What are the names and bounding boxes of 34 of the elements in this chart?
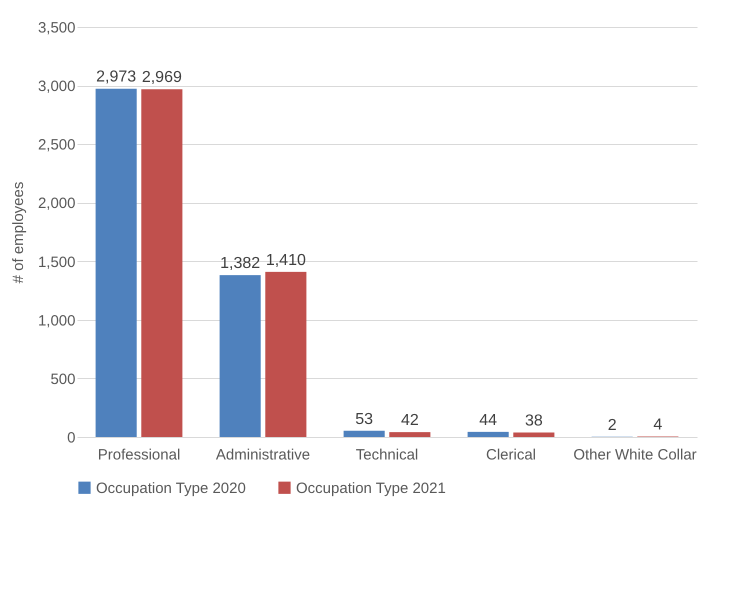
data-label: 42 xyxy=(400,412,419,430)
x-tick-label: Professional xyxy=(98,446,180,464)
y-tick-label: 1,500 xyxy=(38,254,76,271)
data-label: 2,969 xyxy=(142,69,182,86)
bar xyxy=(513,432,554,437)
y-tick-label: 2,500 xyxy=(38,136,76,154)
data-label: 2,973 xyxy=(96,68,136,86)
x-tick-label: Other White Collar xyxy=(573,446,697,464)
data-label: 1,382 xyxy=(220,255,260,272)
legend-label: Occupation Type 2021 xyxy=(296,480,446,497)
bar xyxy=(96,88,137,437)
y-tick-label: 3,500 xyxy=(38,20,76,36)
data-label: 2 xyxy=(608,416,617,434)
x-tick-label: Administrative xyxy=(216,446,310,464)
y-tick-label: 3,000 xyxy=(38,78,76,96)
bar xyxy=(344,430,385,437)
bar xyxy=(389,432,430,437)
bar xyxy=(220,275,261,437)
data-label: 1,410 xyxy=(266,252,306,269)
data-label: 4 xyxy=(653,416,662,434)
bar xyxy=(141,89,182,437)
y-axis-title: # of employees xyxy=(10,182,27,284)
x-tick-label: Technical xyxy=(356,446,418,464)
data-label: 38 xyxy=(524,412,543,430)
data-label: 44 xyxy=(479,412,498,429)
bar xyxy=(265,272,306,437)
x-tick-label: Clerical xyxy=(486,446,536,464)
y-tick-label: 500 xyxy=(50,370,76,388)
legend-label: Occupation Type 2020 xyxy=(96,480,246,497)
y-tick-label: 0 xyxy=(67,430,76,446)
bar xyxy=(468,432,509,437)
y-tick-label: 2,000 xyxy=(38,195,76,212)
data-label: 53 xyxy=(355,410,374,428)
y-tick-label: 1,000 xyxy=(38,312,76,330)
